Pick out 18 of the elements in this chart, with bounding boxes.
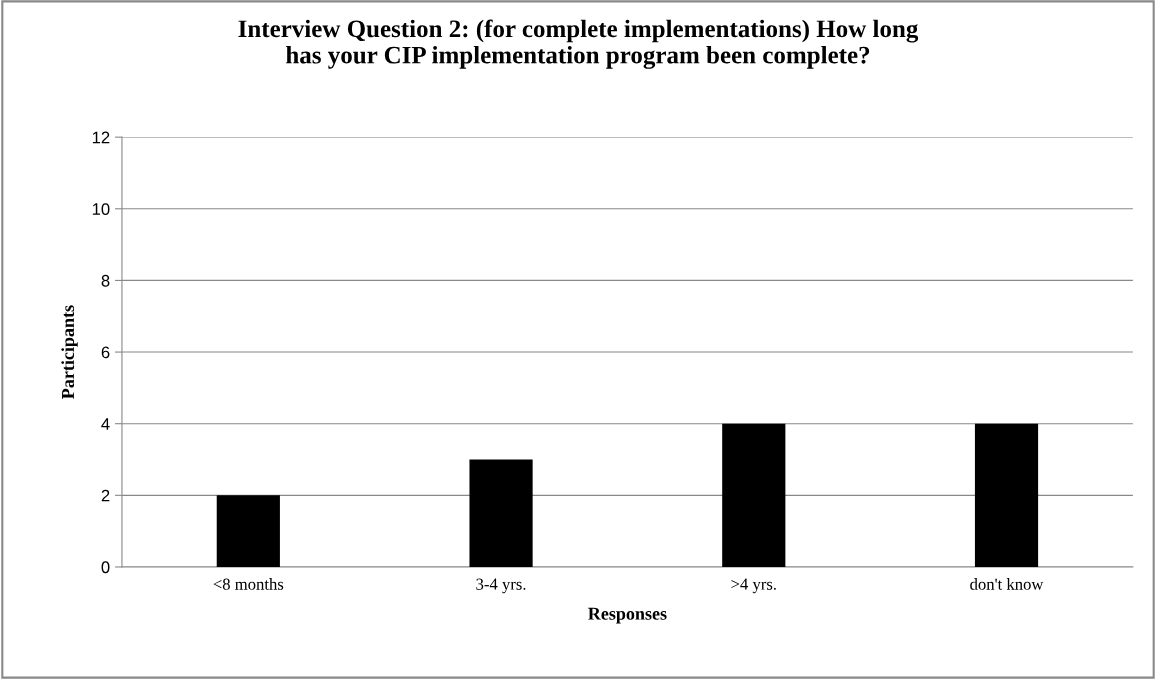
y-tick-label: 8 — [101, 274, 110, 287]
x-axis-title: Responses — [588, 607, 667, 624]
y-tick-label: 10 — [92, 203, 110, 215]
bar — [469, 459, 533, 567]
x-tick-label: don't know — [970, 578, 1044, 590]
y-tick-label: 2 — [101, 489, 110, 502]
y-tick-label: 12 — [92, 131, 110, 144]
y-tick-label: 0 — [101, 561, 110, 574]
bar — [974, 423, 1039, 567]
bar — [722, 423, 786, 567]
x-tick-label: >4 yrs. — [731, 578, 776, 594]
y-tick-label: 4 — [101, 418, 110, 430]
bar — [216, 495, 280, 567]
x-tick-label: <8 months — [213, 578, 284, 590]
x-tick-label: 3-4 yrs. — [476, 578, 526, 594]
chart-title: Interview Question 2: (for complete implementations) How long has your CIP implementation program been complete? — [238, 19, 919, 69]
y-axis-title: Participants — [61, 305, 78, 399]
y-tick-label: 6 — [101, 346, 110, 359]
